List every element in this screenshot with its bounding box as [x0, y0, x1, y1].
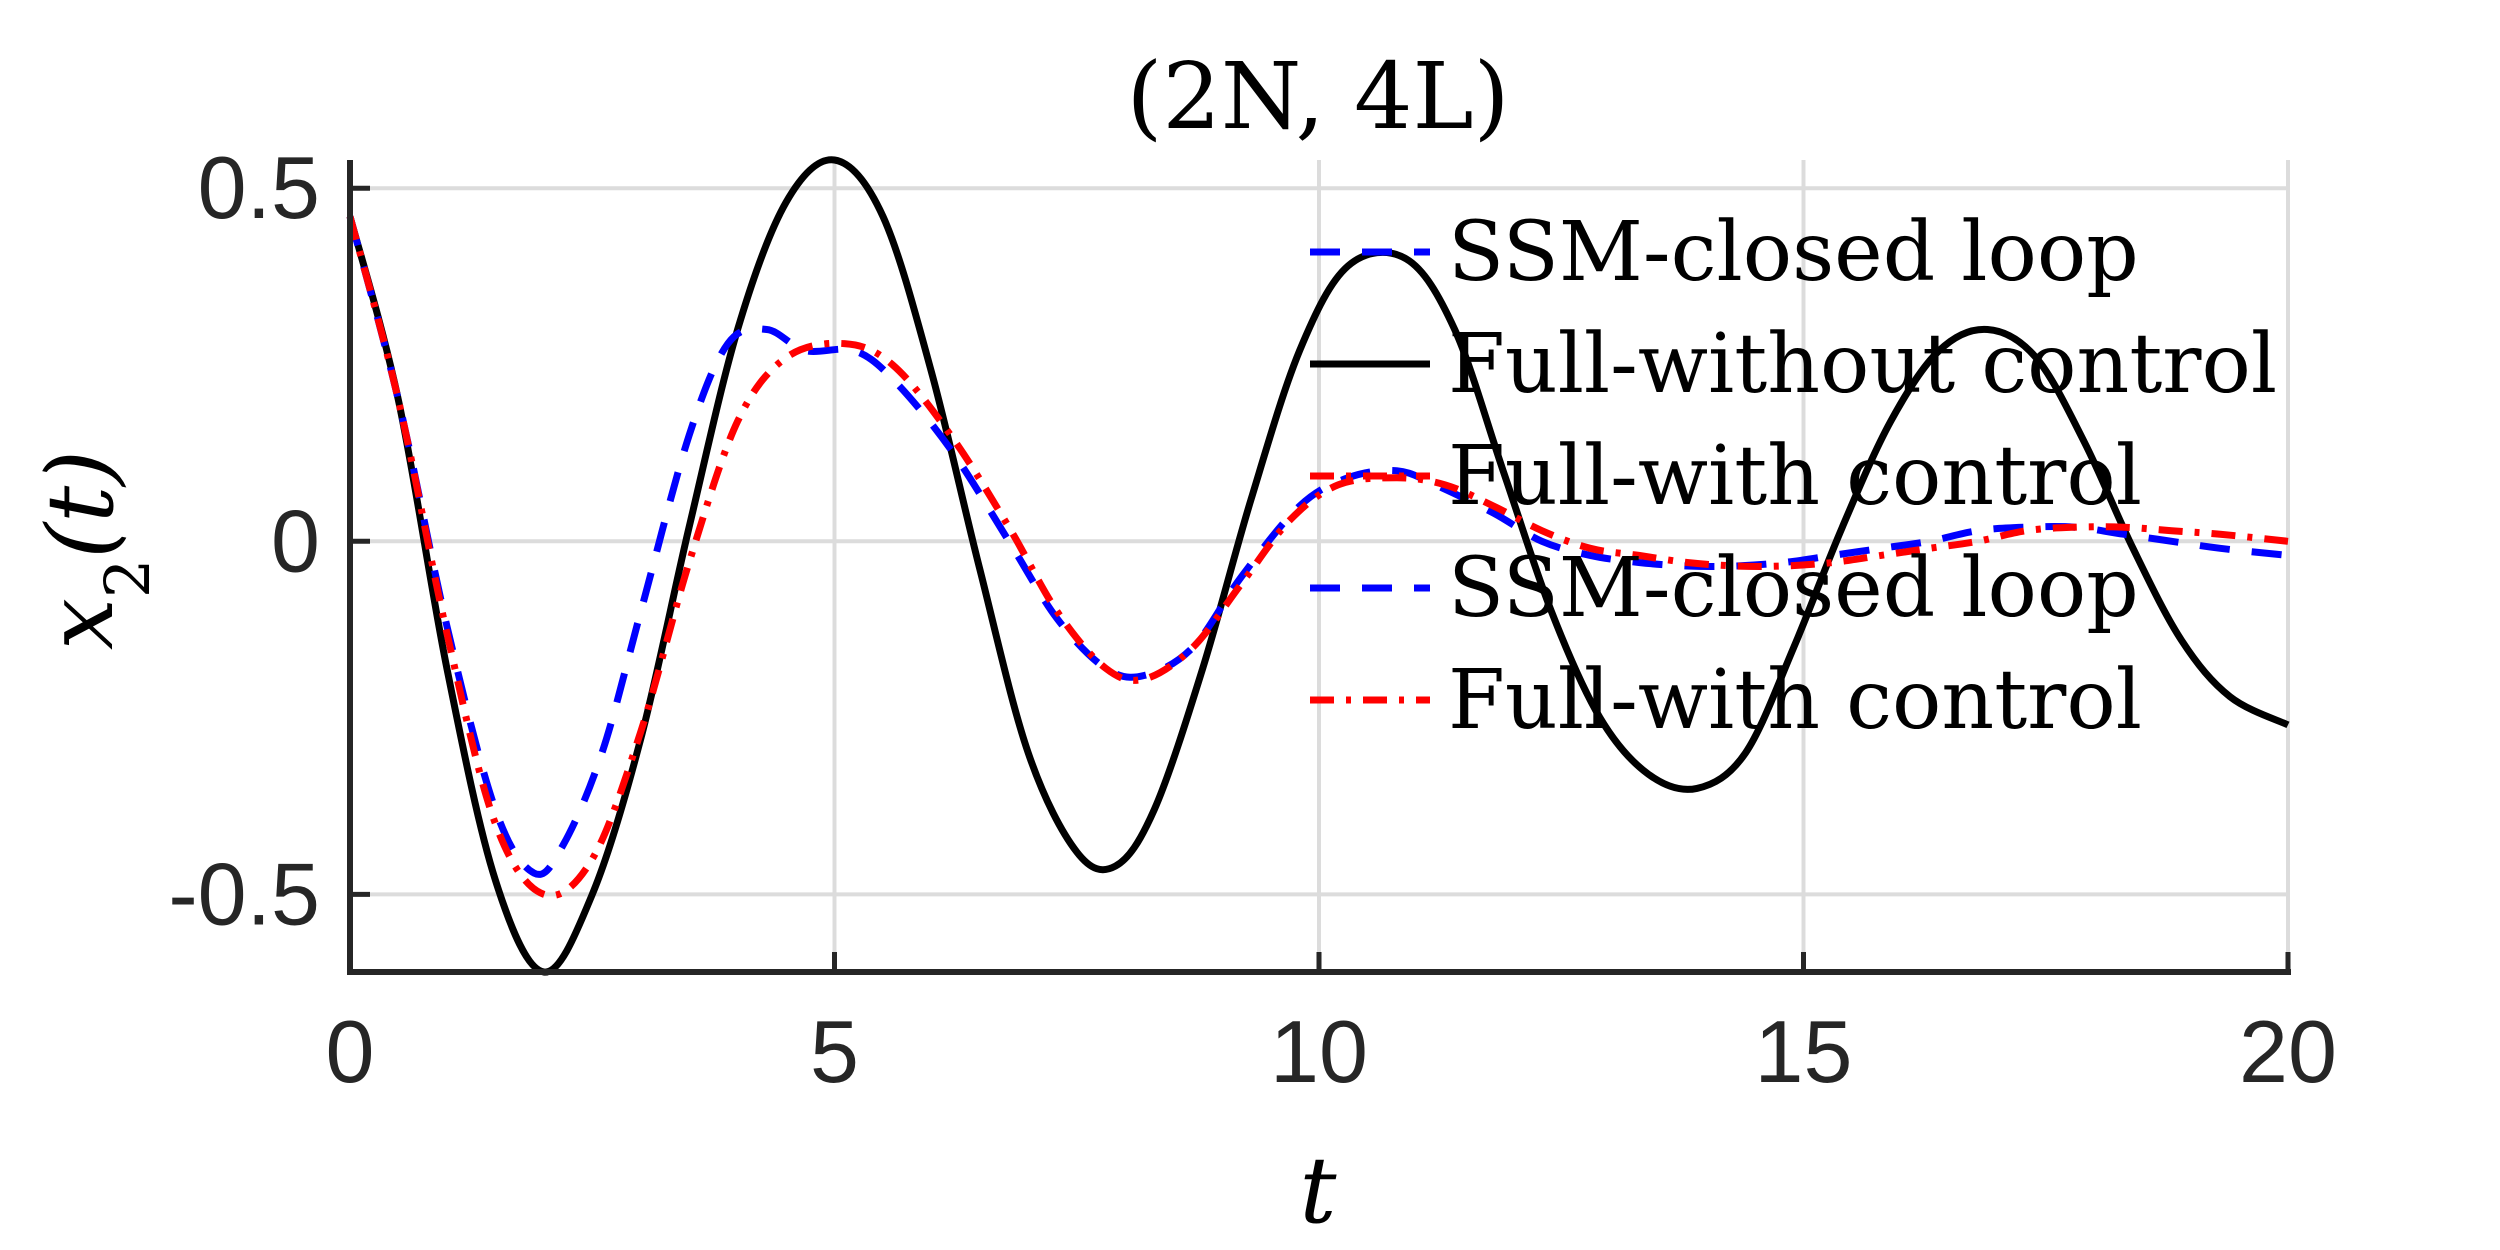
legend-label-1: Full-without control	[1448, 317, 2277, 412]
grid-lines	[348, 160, 2290, 972]
legend: SSM-closed loop Full-without control Full-…	[1310, 205, 2277, 748]
x-ticks: 0 5 10 15 20	[326, 952, 2337, 1101]
x-tick-label-0: 0	[326, 1002, 375, 1101]
y-ticks: -0.5 0 0.5	[168, 138, 370, 943]
legend-label-0: SSM-closed loop	[1448, 205, 2139, 300]
y-axis-label-base: x	[27, 598, 134, 650]
y-tick-label-0: -0.5	[168, 844, 320, 943]
x-axis-label: t	[1300, 1137, 1338, 1244]
y-axis-label: x2(t)	[27, 450, 164, 650]
legend-label-2: Full-with control	[1448, 429, 2142, 524]
y-axis-label-subscript: 2	[91, 559, 164, 598]
x-tick-label-3: 15	[1755, 1002, 1853, 1101]
legend-label-3: SSM-closed loop	[1448, 541, 2139, 636]
x-tick-label-4: 20	[2239, 1002, 2337, 1101]
series-line-0	[346, 215, 2289, 878]
chart-title: (2N, 4L)	[1126, 43, 1509, 150]
x-tick-label-2: 10	[1270, 1002, 1368, 1101]
y-tick-label-1: 0	[271, 491, 320, 590]
y-axis-label-argument: (t)	[27, 450, 134, 559]
series-line-2	[346, 215, 2289, 900]
legend-label-4: Full-with control	[1448, 653, 2142, 748]
x-tick-label-1: 5	[810, 1002, 859, 1101]
series-lines	[346, 156, 2290, 976]
y-tick-label-2: 0.5	[198, 138, 320, 237]
